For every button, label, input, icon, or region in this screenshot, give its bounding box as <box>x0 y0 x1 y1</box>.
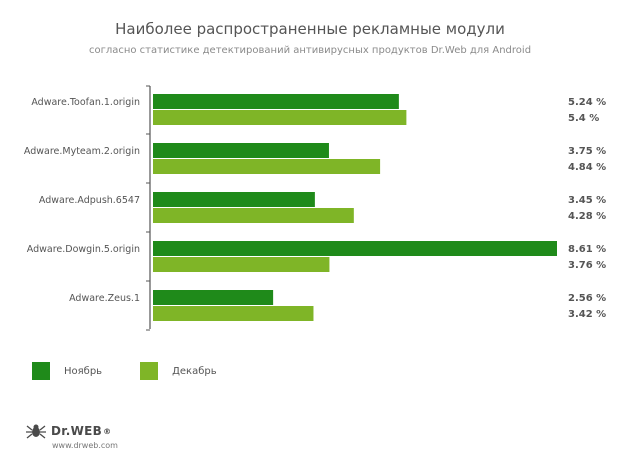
legend-label-december: Декабрь <box>172 365 217 377</box>
data-label: 4.28 % <box>568 211 606 222</box>
registered-mark: ® <box>103 426 112 436</box>
category-label: Adware.Toofan.1.origin <box>31 97 140 108</box>
bar-december <box>153 110 407 125</box>
data-label: 3.75 % <box>568 146 606 157</box>
bar-november <box>153 94 399 109</box>
bar-december <box>153 159 381 174</box>
bar-november <box>153 290 274 305</box>
data-label: 3.45 % <box>568 195 606 206</box>
category-label: Adware.Myteam.2.origin <box>24 146 140 157</box>
chart-title: Наиболее распространенные рекламные моду… <box>115 20 505 38</box>
legend-item-november: Ноябрь <box>32 362 102 380</box>
bar-november <box>153 241 557 256</box>
data-label: 8.61 % <box>568 244 606 255</box>
bar-december <box>153 257 330 272</box>
logo-url: www.drweb.com <box>52 441 118 450</box>
category-label: Adware.Zeus.1 <box>69 293 140 304</box>
bar-december <box>153 306 314 321</box>
legend-label-november: Ноябрь <box>64 365 103 377</box>
bar-chart: Adware.Toofan.1.origin 5.24 % 5.4 % Adware.… <box>24 85 606 331</box>
data-label: 2.56 % <box>568 293 606 304</box>
data-label: 3.76 % <box>568 260 606 271</box>
data-label: 5.24 % <box>568 97 606 108</box>
legend: Ноябрь Декабрь <box>32 362 255 380</box>
legend-swatch-november <box>32 362 50 380</box>
legend-item-december: Декабрь <box>140 362 217 380</box>
bar-december <box>153 208 354 223</box>
data-label: 4.84 % <box>568 162 606 173</box>
drweb-logo: Dr.WEB ® <box>26 423 111 439</box>
category-label: Adware.Adpush.6547 <box>39 195 140 206</box>
data-label: 3.42 % <box>568 309 606 320</box>
category-label: Adware.Dowgin.5.origin <box>27 244 140 255</box>
chart-subtitle: согласно статистике детектирований антив… <box>88 45 532 56</box>
logo-brand: Dr.WEB <box>51 424 103 438</box>
bar-november <box>153 143 329 158</box>
legend-swatch-december <box>140 362 159 380</box>
bar-november <box>153 192 315 207</box>
spider-icon <box>26 424 46 439</box>
data-label: 5.4 % <box>568 113 599 124</box>
